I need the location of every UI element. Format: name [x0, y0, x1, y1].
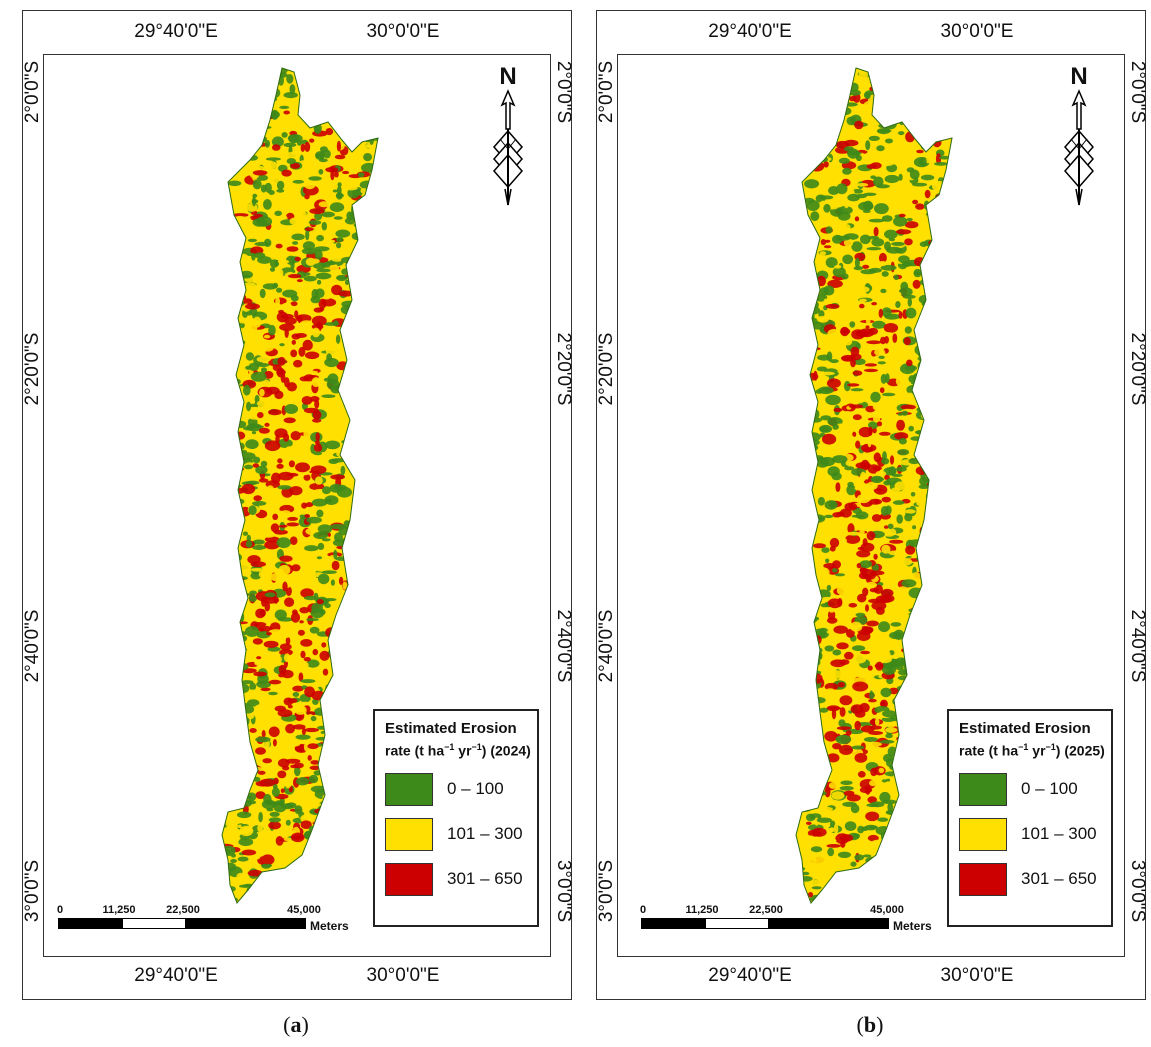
legend-label: 301 – 650 [447, 869, 523, 889]
scale-tick: 22,500 [749, 904, 783, 916]
longitude-label: 30°0'0"E [940, 21, 1014, 42]
panel-caption-b: (b) [856, 1012, 884, 1037]
legend-subtitle: rate (t ha−1 yr−1) (2025) [959, 742, 1105, 759]
legend-item: 301 – 650 [385, 862, 527, 896]
longitude-label: 30°0'0"E [366, 965, 440, 986]
scale-ticks: 0 11,250 22,500 45,000 [56, 904, 321, 918]
longitude-label: 29°40'0"E [708, 965, 792, 986]
north-arrow-icon [1064, 89, 1094, 206]
scale-unit: Meters [893, 919, 932, 933]
scale-tick: 0 [56, 904, 64, 916]
panel-caption-a: (a) [283, 1012, 309, 1037]
longitude-label: 30°0'0"E [366, 21, 440, 42]
legend-swatch-mid [959, 817, 1007, 851]
longitude-label: 29°40'0"E [134, 21, 218, 42]
scale-bar [58, 918, 306, 929]
legend-swatch-high [959, 862, 1007, 896]
legend-swatch-low [385, 772, 433, 806]
erosion-map-a [221, 67, 379, 904]
legend-subtitle: rate (t ha−1 yr−1) (2024) [385, 742, 531, 759]
legend-b: Estimated Erosion rate (t ha−1 yr−1) (20… [947, 709, 1113, 927]
legend-item: 101 – 300 [959, 817, 1101, 851]
legend-label: 101 – 300 [1021, 824, 1097, 844]
scale-ticks: 0 11,250 22,500 45,000 [639, 904, 904, 918]
scale-bar-b: 0 11,250 22,500 45,000 Meters [639, 904, 932, 933]
legend-label: 101 – 300 [447, 824, 523, 844]
scale-tick: 22,500 [166, 904, 200, 916]
legend-item: 0 – 100 [385, 772, 527, 806]
scale-tick: 11,250 [685, 904, 719, 916]
legend-year: (2025) [1064, 742, 1105, 759]
scale-unit: Meters [310, 919, 349, 933]
scale-bar [641, 918, 889, 929]
scale-bar-a: 0 11,250 22,500 45,000 Meters [56, 904, 349, 933]
north-arrow: N [488, 65, 528, 212]
legend-year: (2024) [490, 742, 531, 759]
legend-item: 301 – 650 [959, 862, 1101, 896]
scale-tick: 45,000 [870, 904, 904, 916]
erosion-map-b [795, 67, 953, 904]
north-label: N [1070, 63, 1088, 90]
legend-item: 0 – 100 [959, 772, 1101, 806]
legend-item: 101 – 300 [385, 817, 527, 851]
north-arrow: N [1059, 65, 1099, 212]
longitude-label: 29°40'0"E [708, 21, 792, 42]
scale-tick: 45,000 [287, 904, 321, 916]
legend-label: 301 – 650 [1021, 869, 1097, 889]
legend-label: 0 – 100 [1021, 779, 1078, 799]
legend-swatch-mid [385, 817, 433, 851]
legend-label: 0 – 100 [447, 779, 504, 799]
legend-title: Estimated Erosion [385, 720, 517, 737]
north-arrow-icon [493, 89, 523, 206]
scale-tick: 0 [639, 904, 647, 916]
legend-swatch-high [385, 862, 433, 896]
legend-title: Estimated Erosion [959, 720, 1091, 737]
legend-swatch-low [959, 772, 1007, 806]
longitude-label: 29°40'0"E [134, 965, 218, 986]
scale-tick: 11,250 [102, 904, 136, 916]
longitude-label: 30°0'0"E [940, 965, 1014, 986]
legend-a: Estimated Erosion rate (t ha−1 yr−1) (20… [373, 709, 539, 927]
north-label: N [499, 63, 517, 90]
